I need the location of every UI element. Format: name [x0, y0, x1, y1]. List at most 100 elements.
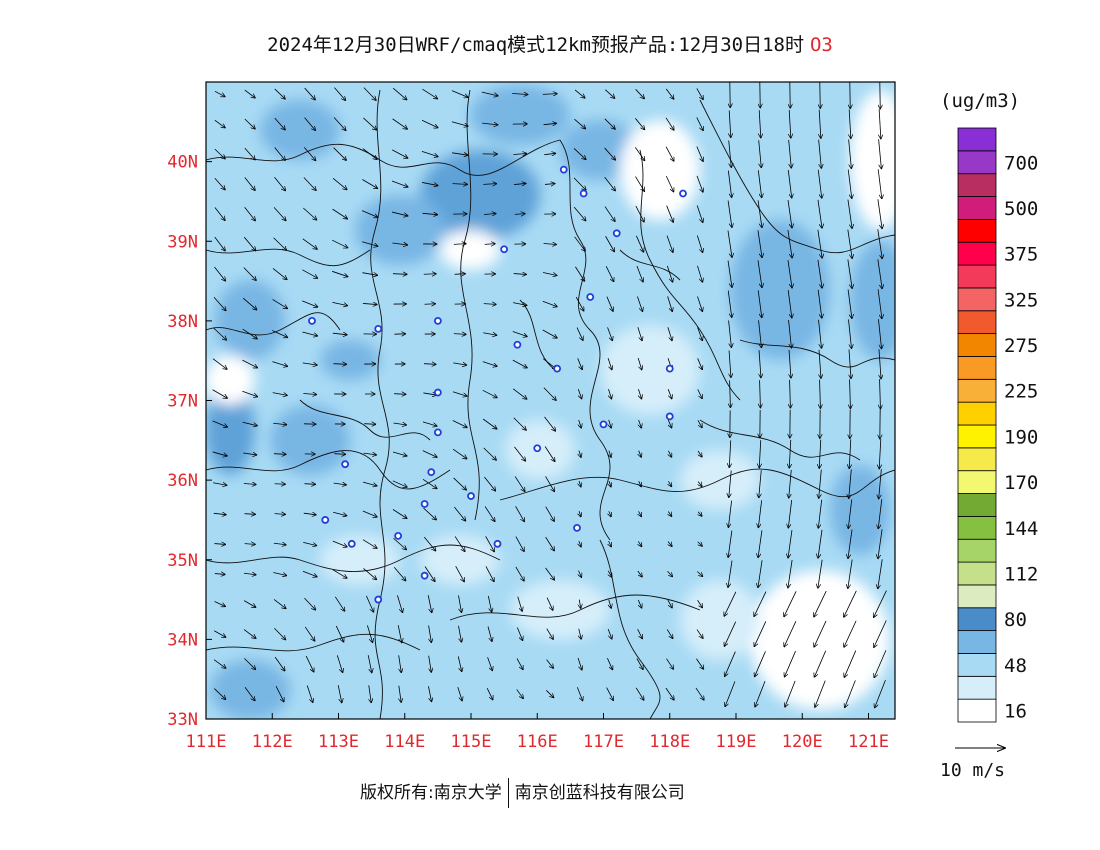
wind-arrow [606, 296, 613, 312]
wind-arrow [727, 200, 732, 228]
wind-arrow [422, 478, 437, 488]
wind-arrow [725, 651, 736, 677]
wind-arrow [545, 567, 555, 580]
wind-arrow [512, 93, 528, 94]
wind-arrow [877, 259, 882, 288]
wind-arrow [757, 200, 762, 227]
wind-arrow [303, 513, 316, 515]
wind-arrow [604, 89, 614, 99]
wind-arrow [452, 420, 467, 427]
wind-arrow [512, 359, 527, 368]
wind-arrow [243, 483, 256, 484]
wind-arrow [668, 481, 671, 486]
station-marker [394, 531, 403, 540]
colorbar-label: 375 [1004, 244, 1038, 266]
wind-arrow [667, 389, 672, 399]
wind-arrow [879, 469, 882, 499]
wind-arrow [638, 599, 641, 608]
wind-arrow [848, 559, 853, 589]
wind-arrow [458, 595, 461, 612]
station-marker [573, 524, 581, 532]
wind-arrow [214, 601, 226, 607]
wind-arrow [758, 140, 762, 168]
colorbar-label: 144 [1004, 518, 1038, 540]
wind-arrow [874, 590, 887, 618]
wind-arrow [242, 328, 258, 339]
station-marker [308, 316, 316, 325]
wind-arrow [422, 182, 438, 185]
wind-arrow [668, 419, 671, 428]
wind-arrow [788, 560, 793, 588]
colorbar-label: 112 [1004, 564, 1038, 586]
wind-arrow [789, 109, 791, 138]
wind-arrow [273, 423, 286, 424]
wind-arrow [577, 657, 582, 670]
wind-arrow [392, 149, 408, 158]
wind-arrow [242, 359, 257, 368]
wind-arrow [394, 394, 406, 395]
wind-arrow [727, 260, 732, 288]
wind-arrow [784, 591, 797, 616]
wind-arrow [877, 289, 882, 318]
colorbar-label: 170 [1004, 472, 1038, 494]
wind-arrow [214, 236, 225, 251]
wind-arrow [363, 117, 376, 130]
wind-arrow [667, 327, 672, 341]
wind-arrow [361, 210, 378, 218]
wind-arrow [482, 389, 497, 397]
wind-arrow [334, 596, 344, 611]
wind-arrow [332, 177, 347, 189]
wind-arrow [579, 540, 581, 547]
wind-arrow [485, 536, 495, 551]
wind-arrow [725, 681, 736, 706]
wind-arrow [514, 476, 525, 491]
wind-arrow [332, 239, 348, 248]
colorbar-bin [957, 424, 997, 449]
wind-arrow [878, 559, 883, 588]
station-marker [467, 492, 475, 500]
lon-tick-label: 116E [517, 732, 558, 752]
wind-arrow [728, 560, 733, 588]
wind-arrow [878, 529, 883, 558]
colorbar-label: 16 [1004, 701, 1027, 723]
wind-arrow [212, 420, 227, 427]
wind-arrow [213, 659, 226, 669]
wind-arrow [758, 560, 763, 587]
lon-tick-label: 117E [583, 732, 624, 752]
wind-arrow [818, 559, 823, 588]
wind-arrow [879, 109, 881, 139]
wind-arrow [636, 235, 643, 252]
wind-arrow [754, 591, 767, 617]
wind-arrow [817, 229, 822, 258]
wind-arrow [605, 236, 615, 251]
wind-arrow [579, 419, 582, 428]
wind-arrow [668, 450, 671, 457]
wind-arrow [639, 480, 642, 487]
wind-arrow [422, 88, 437, 99]
wind-arrow [515, 566, 524, 581]
wind-arrow [428, 655, 432, 673]
wind-arrow [845, 680, 856, 707]
wind-arrow [333, 483, 347, 485]
station-marker [513, 340, 522, 349]
wind-arrow [242, 297, 257, 310]
wind-arrow [482, 418, 497, 429]
wind-arrow [543, 123, 557, 124]
wind-arrow [362, 241, 378, 247]
wind-arrow [454, 506, 465, 521]
colorbar-bin [957, 196, 997, 220]
wind-arrow [542, 329, 557, 338]
wind-arrow [214, 688, 225, 700]
wind-arrow [393, 423, 406, 425]
station-marker [374, 595, 383, 604]
wind-arrow [696, 658, 703, 669]
station-marker [612, 229, 621, 238]
wind-arrow [363, 568, 376, 579]
wind-arrow [482, 123, 498, 125]
wind-arrow [243, 236, 255, 251]
wind-arrow [332, 270, 348, 276]
wind-arrow [757, 170, 761, 197]
colorbar-bin [957, 378, 997, 403]
wind-arrow [849, 439, 851, 468]
wind-arrow [393, 537, 407, 550]
